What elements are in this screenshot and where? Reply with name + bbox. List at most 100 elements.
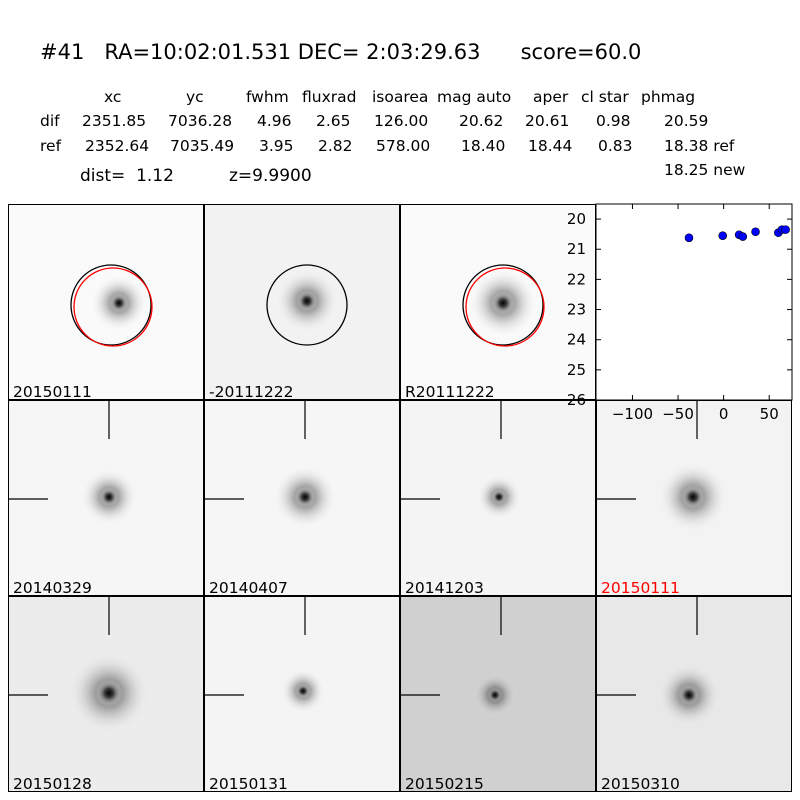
x-tick-label: 50: [760, 405, 779, 423]
stamp-date-label: 20150111: [13, 383, 92, 400]
stamp-panel: 20140407: [204, 400, 400, 596]
stamp-date-label: 20150111: [601, 579, 680, 596]
black-aperture-circle: [70, 264, 152, 346]
dif-cl-star: 0.98: [596, 112, 631, 130]
lightcurve-chart: 20 21 22 23 24 25 26 −100 −50 0 50: [567, 203, 793, 423]
ref-fwhm: 3.95: [259, 137, 294, 155]
stamp-panel: R20111222: [400, 204, 596, 400]
stamp-image: [597, 401, 729, 533]
dif-isoarea: 126.00: [374, 112, 429, 130]
plot-frame: [595, 203, 793, 401]
stamp-date-label: 20141203: [405, 579, 484, 596]
stamp-image: [205, 401, 337, 529]
stamp-image: [401, 597, 518, 718]
stamp-image: [401, 401, 522, 520]
star-source: [488, 688, 502, 702]
dif-yc: 7036.28: [168, 112, 233, 130]
lightcurve-svg: 20 21 22 23 24 25 26 −100 −50 0 50: [567, 203, 793, 423]
stamp-panel: 20141203: [400, 400, 596, 596]
dif-mag-auto: 20.62: [459, 112, 504, 130]
stamp-date-label: 20150128: [13, 775, 92, 792]
stamp-image: [462, 264, 545, 347]
col-header-yc: yc: [186, 88, 204, 106]
new-phmag: 18.25 new: [664, 161, 746, 179]
stamp-image: [70, 264, 153, 347]
stamp-panel: 20150215: [400, 596, 596, 792]
z-value: z=9.9900: [229, 166, 312, 186]
col-header-xc: xc: [104, 88, 122, 106]
red-aperture-circle: [465, 267, 545, 347]
data-point: [781, 225, 790, 234]
star-source: [682, 486, 704, 508]
ref-phmag: 18.38 ref: [664, 137, 735, 155]
dist-value: dist= 1.12: [80, 166, 174, 186]
star-source: [100, 488, 118, 506]
data-point: [738, 232, 748, 241]
y-tick-label: 24: [567, 331, 586, 349]
star-source: [295, 487, 315, 507]
col-header-isoarea: isoarea: [372, 88, 429, 106]
ref-xc: 2352.64: [85, 137, 150, 155]
data-point: [684, 233, 694, 243]
stamp-date-label: 20140329: [13, 579, 92, 596]
stamp-image: [266, 264, 348, 346]
star-source: [492, 292, 514, 314]
red-aperture-circle: [73, 267, 153, 347]
star-source: [679, 685, 699, 705]
col-header-cl-star: cl star: [581, 88, 629, 106]
star-source: [297, 291, 317, 311]
dif-aper: 20.61: [525, 112, 570, 130]
ref-fluxrad: 2.82: [318, 137, 353, 155]
stamp-image: [9, 597, 151, 735]
row-label-dif: dif: [40, 112, 60, 130]
ref-cl-star: 0.83: [598, 137, 633, 155]
stamp-panel: 20140329: [8, 400, 204, 596]
black-aperture-circle: [266, 264, 348, 346]
ref-mag-auto: 18.40: [461, 137, 506, 155]
stamp-panel: -20111222: [204, 204, 400, 400]
star-source: [296, 684, 310, 698]
star-source: [96, 680, 122, 706]
ref-yc: 7035.49: [170, 137, 235, 155]
dif-fluxrad: 2.65: [316, 112, 351, 130]
y-tick-label: 23: [567, 301, 586, 319]
y-tick-label: 25: [567, 361, 586, 379]
stamp-panel: 20150111: [8, 204, 204, 400]
stamp-panel: 20150310: [596, 596, 792, 792]
stamp-date-label: 20150310: [601, 775, 680, 792]
dif-fwhm: 4.96: [257, 112, 292, 130]
star-source: [110, 294, 128, 312]
col-header-mag-auto: mag auto: [437, 88, 512, 106]
col-header-fwhm: fwhm: [246, 88, 289, 106]
col-header-aper: aper: [533, 88, 569, 106]
data-point: [718, 231, 728, 240]
page-title: #41 RA=10:02:01.531 DEC= 2:03:29.63 scor…: [40, 40, 642, 64]
x-tick-label: 0: [719, 405, 729, 423]
stamp-date-label: 20150131: [209, 775, 288, 792]
y-tick-label: 26: [567, 391, 586, 409]
stamp-panel: 20150111: [596, 400, 792, 596]
x-tick-label: −50: [662, 405, 694, 423]
ref-aper: 18.44: [528, 137, 573, 155]
star-source: [492, 490, 506, 504]
ref-isoarea: 578.00: [376, 137, 431, 155]
stamp-date-label: 20150215: [405, 775, 484, 792]
black-aperture-circle: [462, 264, 544, 346]
y-tick-label: 21: [567, 240, 586, 258]
stamp-image: [205, 597, 326, 714]
dif-phmag: 20.59: [664, 112, 709, 130]
stamp-image: [9, 401, 138, 526]
stamp-date-label: 20140407: [209, 579, 288, 596]
stamp-image: [597, 597, 721, 727]
stamp-panel: 20150128: [8, 596, 204, 792]
dif-xc: 2351.85: [82, 112, 147, 130]
stamp-date-label: -20111222: [209, 383, 294, 400]
x-tick-label: −100: [612, 405, 653, 423]
stamp-date-label: R20111222: [405, 383, 495, 400]
col-header-phmag: phmag: [641, 88, 696, 106]
data-point: [751, 227, 760, 237]
y-tick-label: 20: [567, 210, 586, 228]
row-label-ref: ref: [40, 137, 62, 155]
stamp-panel: 20150131: [204, 596, 400, 792]
col-header-fluxrad: fluxrad: [302, 88, 357, 106]
